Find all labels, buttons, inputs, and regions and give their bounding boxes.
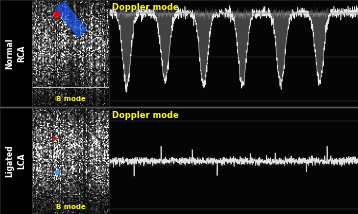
Text: B mode: B mode: [56, 204, 86, 210]
Polygon shape: [55, 2, 86, 37]
Text: B mode: B mode: [56, 96, 86, 102]
Text: Ligated
LCA: Ligated LCA: [6, 145, 26, 177]
Text: Doppler mode: Doppler mode: [112, 3, 178, 12]
Text: Normal
RCA: Normal RCA: [6, 37, 26, 69]
Text: Doppler mode: Doppler mode: [112, 111, 178, 120]
